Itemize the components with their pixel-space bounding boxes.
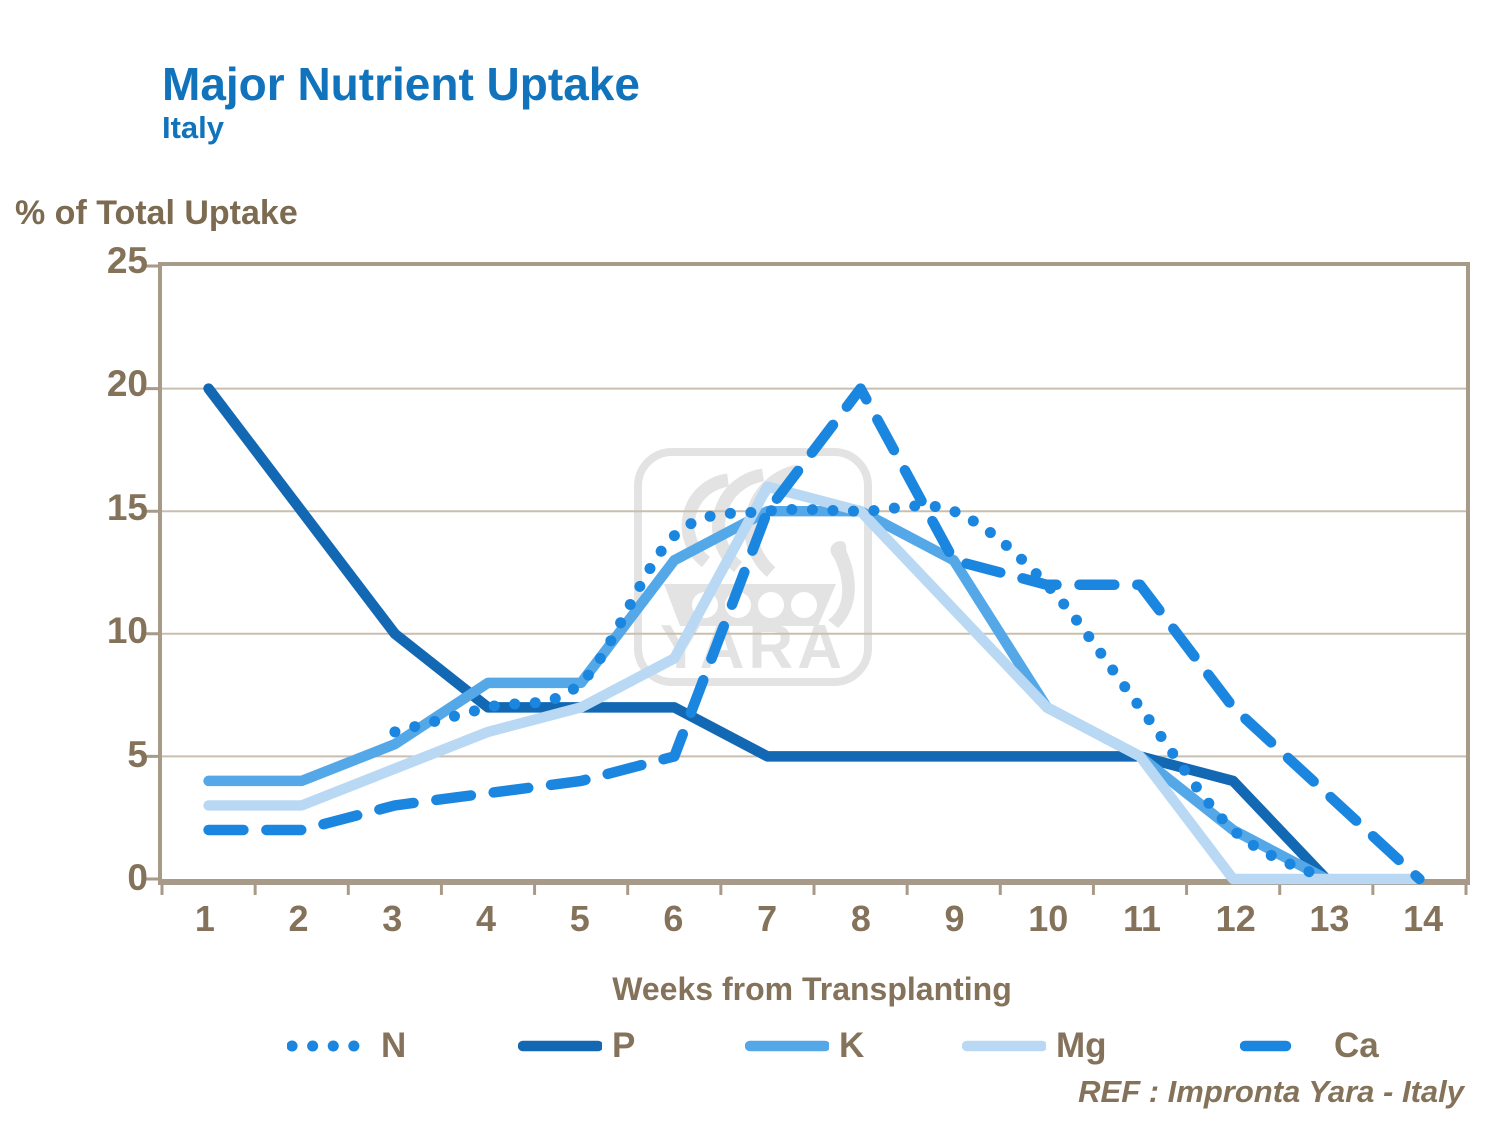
x-tick-label-11: 11 — [1122, 898, 1162, 939]
legend-item-n: N — [287, 1022, 406, 1070]
page-title: Major Nutrient Uptake — [162, 58, 640, 110]
watermark-frame — [634, 448, 872, 686]
legend: N P K Mg Ca — [0, 1022, 1500, 1070]
x-tick-label-4: 4 — [475, 898, 497, 939]
x-tick-label-1: 1 — [194, 898, 215, 939]
series-line-Ca — [203, 383, 1425, 885]
x-tick-label-13: 13 — [1309, 898, 1350, 939]
legend-item-mg: Mg — [962, 1022, 1107, 1070]
legend-item-p: P — [518, 1022, 635, 1070]
legend-swatch-solid-icon — [962, 1040, 1046, 1052]
series-line-K — [203, 505, 1332, 885]
x-tick-label-2: 2 — [288, 898, 309, 939]
x-tick-label-7: 7 — [757, 898, 778, 939]
x-tick-label-6: 6 — [663, 898, 684, 939]
x-tick-label-8: 8 — [850, 898, 871, 939]
x-tick-label-12: 12 — [1215, 898, 1256, 939]
legend-label-ca: Ca — [1334, 1026, 1379, 1065]
series-line-N — [389, 500, 1332, 885]
reference-text: REF : Impronta Yara - Italy — [1078, 1074, 1464, 1109]
plot-area: YARA — [144, 262, 1470, 895]
legend-label-mg: Mg — [1056, 1026, 1107, 1065]
legend-item-k: K — [745, 1022, 864, 1070]
series-line-Mg — [203, 481, 1425, 885]
x-axis-title: Weeks from Transplanting — [612, 971, 1012, 1007]
y-tick-label-15: 15 — [106, 486, 148, 528]
y-axis-title: % of Total Uptake — [15, 194, 298, 232]
y-tick-label-0: 0 — [127, 857, 148, 898]
legend-item-ca: Ca — [1240, 1022, 1379, 1070]
x-tick-label-14: 14 — [1403, 898, 1444, 939]
legend-label-n: N — [381, 1026, 407, 1065]
legend-swatch-dashed-icon — [1240, 1040, 1292, 1052]
legend-swatch-dotted-icon — [287, 1040, 371, 1052]
legend-label-k: K — [839, 1026, 865, 1065]
yara-logo-watermark: YARA — [632, 446, 874, 688]
legend-swatch-solid-icon — [518, 1040, 602, 1052]
x-tick-label-3: 3 — [382, 898, 403, 939]
y-tick-label-25: 25 — [106, 240, 148, 281]
chart-canvas — [144, 264, 1468, 895]
y-tick-label-20: 20 — [106, 363, 148, 405]
x-tick-label-5: 5 — [569, 898, 590, 939]
y-tick-label-10: 10 — [106, 610, 148, 652]
legend-swatch-solid-icon — [745, 1040, 829, 1052]
viking-ship-hull-icon — [664, 541, 855, 628]
y-tick-label-5: 5 — [127, 733, 148, 775]
legend-label-p: P — [612, 1026, 636, 1065]
page-subtitle: Italy — [162, 110, 225, 145]
x-tick-label-10: 10 — [1028, 898, 1069, 939]
x-tick-label-9: 9 — [944, 898, 965, 939]
